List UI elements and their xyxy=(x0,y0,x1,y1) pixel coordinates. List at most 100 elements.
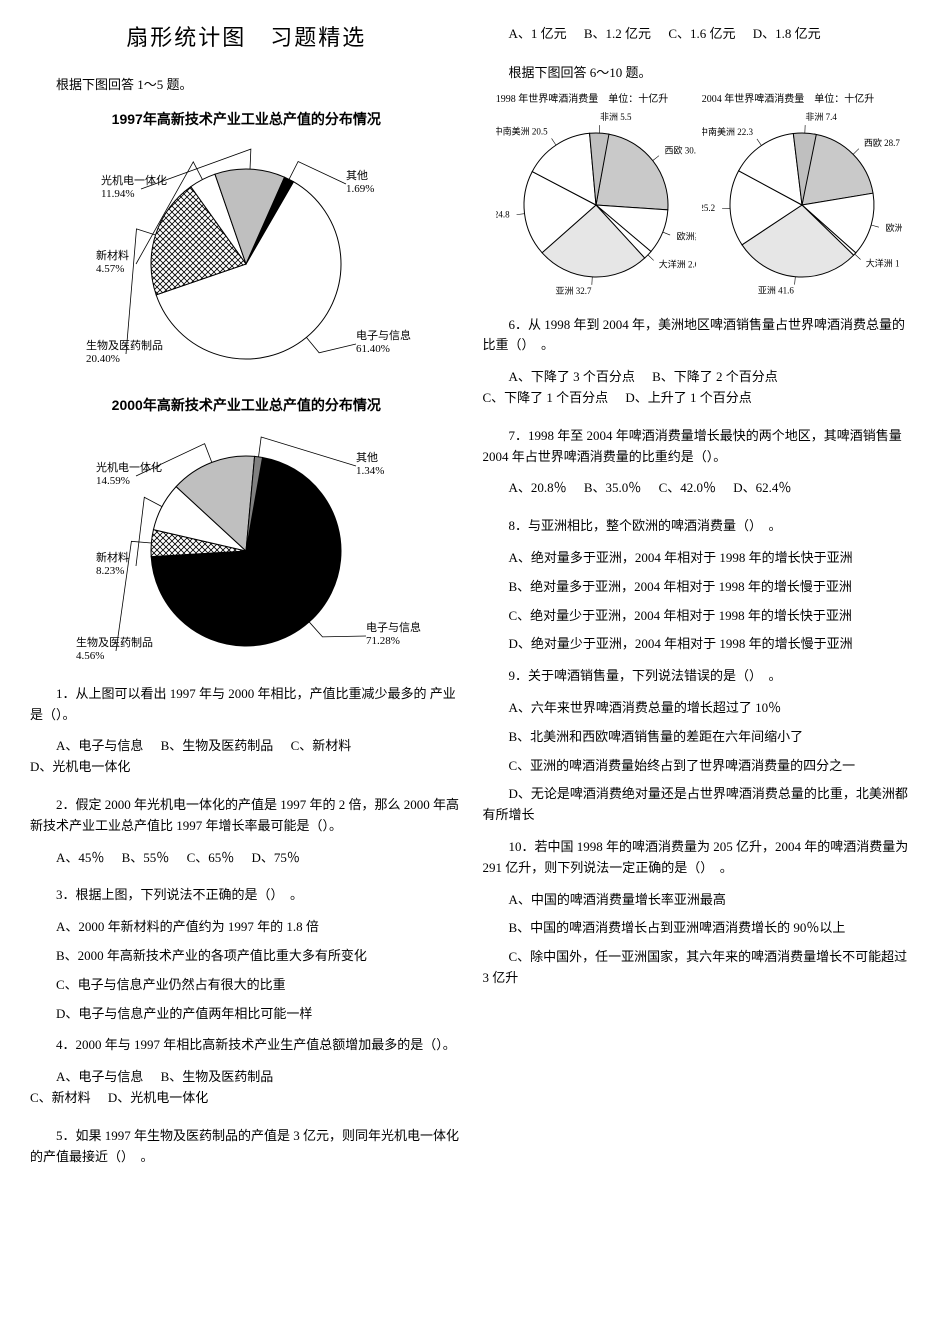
q9-b: B、北美洲和西欧啤酒销售量的差距在六年间缩小了 xyxy=(483,727,916,748)
instruction-1: 根据下图回答 1～5 题。 xyxy=(30,75,463,96)
q1-d: D、光机电一体化 xyxy=(30,759,130,774)
svg-text:欧洲其他地区 13.1: 欧洲其他地区 13.1 xyxy=(676,230,695,241)
q4-a: A、电子与信息 xyxy=(56,1069,143,1084)
svg-text:生物及医药制品: 生物及医药制品 xyxy=(86,338,163,352)
q8: 8．与亚洲相比，整个欧洲的啤酒消费量（） 。 xyxy=(483,516,916,537)
q4-opts: A、电子与信息 B、生物及医药制品 C、新材料 D、光机电一体化 xyxy=(30,1067,463,1109)
q6-b: B、下降了 2 个百分点 xyxy=(652,369,778,384)
svg-text:光机电一体化: 光机电一体化 xyxy=(96,460,162,474)
q1-a: A、电子与信息 xyxy=(56,738,143,753)
svg-text:中南美洲 22.3: 中南美洲 22.3 xyxy=(702,126,753,137)
q2-opts: A、45％ B、55％ C、65％ D、75％ xyxy=(30,848,463,869)
chart4-wrap: 2004 年世界啤酒消费量 单位：十亿升 西欧 28.7 欧洲其他地区 20.8 大… xyxy=(702,92,902,300)
svg-text:电子与信息: 电子与信息 xyxy=(356,328,411,342)
svg-text:新材料: 新材料 xyxy=(96,248,129,262)
q5: 5．如果 1997 年生物及医药制品的产值是 3 亿元，则同年光机电一体化的产值… xyxy=(30,1126,463,1168)
q1-b: B、生物及医药制品 xyxy=(161,738,274,753)
q1: 1．从上图可以看出 1997 年与 2000 年相比，产值比重减少最多的 产业是… xyxy=(30,684,463,726)
q7-a: A、20.8％ xyxy=(509,480,567,495)
svg-text:1.34%: 1.34% xyxy=(356,465,384,477)
q9: 9．关于啤酒销售量，下列说法错误的是（） 。 xyxy=(483,666,916,687)
q3-c: C、电子与信息产业仍然占有很大的比重 xyxy=(30,975,463,996)
svg-text:61.40%: 61.40% xyxy=(356,343,390,355)
svg-text:14.59%: 14.59% xyxy=(96,475,130,487)
q2-b: B、55％ xyxy=(122,850,170,865)
chart1-title: 1997年高新技术产业工业总产值的分布情况 xyxy=(30,108,463,130)
svg-text:4.56%: 4.56% xyxy=(76,650,104,662)
q8-c: C、绝对量少于亚洲，2004 年相对于 1998 年的增长快于亚洲 xyxy=(483,606,916,627)
svg-text:亚洲 32.7: 亚洲 32.7 xyxy=(555,286,592,296)
beer-charts: 1998 年世界啤酒消费量 单位：十亿升 西欧 30.1 欧洲其他地区 13.1 大… xyxy=(483,92,916,300)
q7-b: B、35.0％ xyxy=(584,480,641,495)
chart1: 电子与信息61.40% 生物及医药制品20.40% 新材料4.57% 光机电一体化11… xyxy=(30,134,463,384)
q2-d: D、75％ xyxy=(251,850,299,865)
q3: 3．根据上图，下列说法不正确的是（） 。 xyxy=(30,885,463,906)
svg-text:1.69%: 1.69% xyxy=(346,183,374,195)
svg-text:非洲 5.5: 非洲 5.5 xyxy=(600,111,632,122)
svg-text:非洲 7.4: 非洲 7.4 xyxy=(805,111,837,122)
q9-d: D、无论是啤酒消费绝对量还是占世界啤酒消费总量的比重，北美洲都有所增长 xyxy=(483,784,916,826)
chart2: 电子与信息71.28% 生物及医药制品4.56% 新材料8.23% 光机电一体化14.… xyxy=(30,421,463,671)
svg-text:西欧 30.1: 西欧 30.1 xyxy=(664,144,695,155)
q4-b: B、生物及医药制品 xyxy=(161,1069,274,1084)
q5-a: A、1 亿元 xyxy=(509,26,567,41)
q6: 6．从 1998 年到 2004 年，美洲地区啤酒销售量占世界啤酒消费总量的比重… xyxy=(483,315,916,357)
q5-opts: A、1 亿元 B、1.2 亿元 C、1.6 亿元 D、1.8 亿元 xyxy=(483,24,916,45)
q1-opts: A、电子与信息 B、生物及医药制品 C、新材料 D、光机电一体化 xyxy=(30,736,463,778)
q10-a: A、中国的啤酒消费量增长率亚洲最高 xyxy=(483,890,916,911)
svg-text:北美洲 24.8: 北美洲 24.8 xyxy=(496,208,510,219)
svg-text:光机电一体化: 光机电一体化 xyxy=(101,173,167,187)
q6-a: A、下降了 3 个百分点 xyxy=(509,369,635,384)
right-column: A、1 亿元 B、1.2 亿元 C、1.6 亿元 D、1.8 亿元 根据下图回答… xyxy=(483,20,916,1317)
svg-text:4.57%: 4.57% xyxy=(96,263,124,275)
svg-text:71.28%: 71.28% xyxy=(366,635,400,647)
q8-d: D、绝对量少于亚洲，2004 年相对于 1998 年的增长慢于亚洲 xyxy=(483,634,916,655)
svg-text:欧洲其他地区 20.8: 欧洲其他地区 20.8 xyxy=(885,222,901,233)
q10-c: C、除中国外，任一亚洲国家，其六年来的啤酒消费量增长不可能超过 3 亿升 xyxy=(483,947,916,989)
q10: 10．若中国 1998 年的啤酒消费量为 205 亿升，2004 年的啤酒消费量… xyxy=(483,837,916,879)
q3-a: A、2000 年新材料的产值约为 1997 年的 1.8 倍 xyxy=(30,917,463,938)
instruction-2: 根据下图回答 6～10 题。 xyxy=(483,63,916,84)
q8-a: A、绝对量多于亚洲，2004 年相对于 1998 年的增长快于亚洲 xyxy=(483,548,916,569)
q3-d: D、电子与信息产业的产值两年相比可能一样 xyxy=(30,1004,463,1025)
q5-b: B、1.2 亿元 xyxy=(584,26,651,41)
q1-c: C、新材料 xyxy=(291,738,352,753)
q7-c: C、42.0％ xyxy=(659,480,716,495)
svg-text:北美洲 25.2: 北美洲 25.2 xyxy=(702,202,715,213)
svg-text:新材料: 新材料 xyxy=(96,550,129,564)
svg-text:电子与信息: 电子与信息 xyxy=(366,620,421,634)
chart2-title: 2000年高新技术产业工业总产值的分布情况 xyxy=(30,394,463,416)
q6-opts: A、下降了 3 个百分点 B、下降了 2 个百分点 C、下降了 1 个百分点 D… xyxy=(483,367,916,409)
svg-text:其他: 其他 xyxy=(346,169,368,182)
q6-d: D、上升了 1 个百分点 xyxy=(625,390,751,405)
q3-b: B、2000 年高新技术产业的各项产值比重大多有所变化 xyxy=(30,946,463,967)
left-column: 扇形统计图 习题精选 根据下图回答 1～5 题。 1997年高新技术产业工业总产… xyxy=(30,20,463,1317)
q8-b: B、绝对量多于亚洲，2004 年相对于 1998 年的增长慢于亚洲 xyxy=(483,577,916,598)
svg-text:生物及医药制品: 生物及医药制品 xyxy=(76,635,153,649)
svg-text:8.23%: 8.23% xyxy=(96,565,124,577)
chart3-title: 1998 年世界啤酒消费量 单位：十亿升 xyxy=(496,92,696,108)
svg-text:大洋洲 2.6: 大洋洲 2.6 xyxy=(659,258,696,269)
q5-d: D、1.8 亿元 xyxy=(753,26,821,41)
chart4-title: 2004 年世界啤酒消费量 单位：十亿升 xyxy=(702,92,902,108)
svg-text:11.94%: 11.94% xyxy=(101,188,135,200)
svg-text:20.40%: 20.40% xyxy=(86,353,120,365)
q2-a: A、45％ xyxy=(56,850,104,865)
q10-b: B、中国的啤酒消费增长占到亚洲啤酒消费增长的 90％以上 xyxy=(483,918,916,939)
svg-text:亚洲 41.6: 亚洲 41.6 xyxy=(758,285,795,295)
q4: 4．2000 年与 1997 年相比高新技术产业生产值总额增加最多的是（）。 xyxy=(30,1035,463,1056)
q6-c: C、下降了 1 个百分点 xyxy=(483,390,609,405)
svg-text:大洋洲 1: 大洋洲 1 xyxy=(865,257,899,268)
q2-c: C、65％ xyxy=(187,850,235,865)
q9-a: A、六年来世界啤酒消费总量的增长超过了 10％ xyxy=(483,698,916,719)
page-title: 扇形统计图 习题精选 xyxy=(30,20,463,55)
q5-c: C、1.6 亿元 xyxy=(668,26,735,41)
q2: 2．假定 2000 年光机电一体化的产值是 1997 年的 2 倍，那么 200… xyxy=(30,795,463,837)
q7-opts: A、20.8％ B、35.0％ C、42.0％ D、62.4％ xyxy=(483,478,916,499)
q7-d: D、62.4％ xyxy=(733,480,791,495)
q7: 7．1998 年至 2004 年啤酒消费量增长最快的两个地区，其啤酒销售量 20… xyxy=(483,426,916,468)
q4-c: C、新材料 xyxy=(30,1090,91,1105)
svg-text:西欧 28.7: 西欧 28.7 xyxy=(864,136,901,147)
q9-c: C、亚洲的啤酒消费量始终占到了世界啤酒消费量的四分之一 xyxy=(483,756,916,777)
svg-text:中南美洲 20.5: 中南美洲 20.5 xyxy=(496,125,548,136)
